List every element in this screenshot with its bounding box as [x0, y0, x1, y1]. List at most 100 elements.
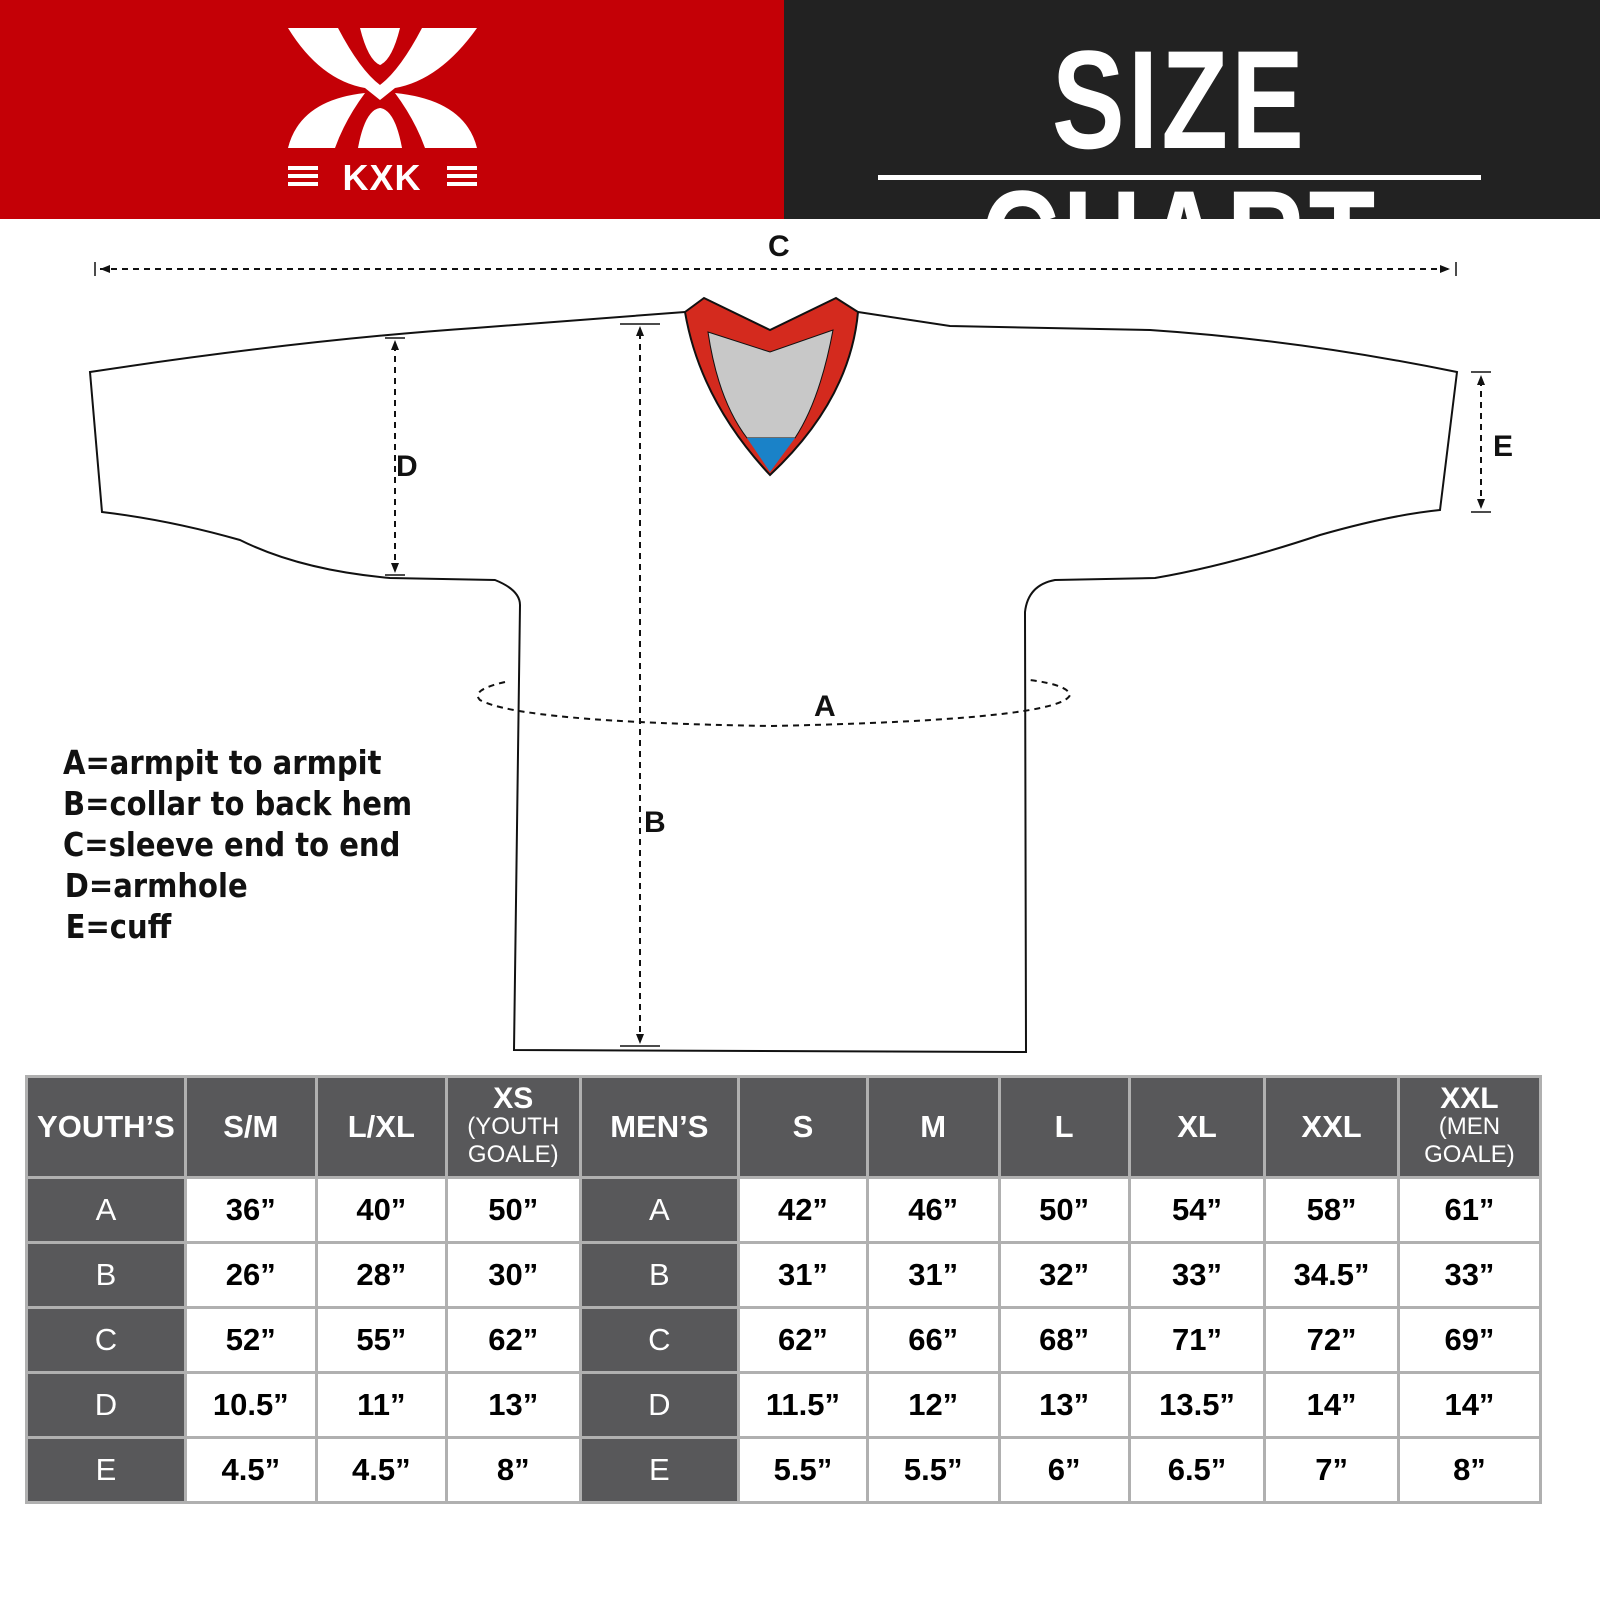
- size-header: M: [865, 1075, 1001, 1179]
- label-d: D: [396, 450, 418, 483]
- table-row: D 10.5” 11” 13” D 11.5” 12” 13” 13.5” 14” 14”: [25, 1371, 1543, 1439]
- value-cell: 13”: [997, 1371, 1131, 1439]
- header-brand-panel: KXK: [0, 0, 784, 219]
- label-e: E: [1493, 430, 1514, 463]
- row-label: D: [578, 1371, 741, 1439]
- value-cell: 30”: [444, 1241, 582, 1309]
- legend-item: C=sleeve end to end: [63, 825, 401, 864]
- table-row: E 4.5” 4.5” 8” E 5.5” 5.5” 6” 6.5” 7” 8”: [25, 1436, 1543, 1504]
- value-cell: 34.5”: [1263, 1241, 1400, 1309]
- legend-item: A=armpit to armpit: [63, 743, 382, 782]
- row-label: D: [25, 1371, 187, 1439]
- value-cell: 31”: [865, 1241, 1001, 1309]
- value-cell: 58”: [1263, 1176, 1400, 1244]
- value-cell: 13”: [444, 1371, 582, 1439]
- value-cell: 32”: [997, 1241, 1131, 1309]
- size-header-text: XXL: [1440, 1082, 1499, 1115]
- value-cell: 14”: [1396, 1371, 1543, 1439]
- jersey-diagram: [88, 262, 1491, 1054]
- value-cell: 11.5”: [737, 1371, 869, 1439]
- size-header: XXL: [1263, 1075, 1400, 1179]
- youth-header: YOUTH’S: [25, 1075, 187, 1179]
- size-header-text: XS: [493, 1082, 534, 1115]
- value-cell: 8”: [444, 1436, 582, 1504]
- value-cell: 31”: [737, 1241, 869, 1309]
- value-cell: 28”: [314, 1241, 448, 1309]
- jersey-outline: [88, 311, 1459, 1054]
- value-cell: 54”: [1127, 1176, 1267, 1244]
- table-header-row: YOUTH’S S/M L/XL XS (YOUTH GOALE) MEN’S S M L XL XX…: [25, 1075, 1543, 1179]
- table-row: A 36” 40” 50” A 42” 46” 50” 54” 58” 61”: [25, 1176, 1543, 1244]
- size-header: XS (YOUTH GOALE): [444, 1075, 582, 1179]
- value-cell: 10.5”: [183, 1371, 318, 1439]
- label-c: C: [768, 230, 790, 263]
- collar-blue: [747, 438, 795, 472]
- value-cell: 40”: [314, 1176, 448, 1244]
- size-header: XL: [1127, 1075, 1267, 1179]
- row-label: E: [578, 1436, 741, 1504]
- table-row: C 52” 55” 62” C 62” 66” 68” 71” 72” 69”: [25, 1306, 1543, 1374]
- row-label: C: [578, 1306, 741, 1374]
- value-cell: 61”: [1396, 1176, 1543, 1244]
- value-cell: 46”: [865, 1176, 1001, 1244]
- value-cell: 4.5”: [183, 1436, 318, 1504]
- value-cell: 55”: [314, 1306, 448, 1374]
- value-cell: 14”: [1263, 1371, 1400, 1439]
- value-cell: 5.5”: [865, 1436, 1001, 1504]
- size-header: XXL (MEN GOALE): [1396, 1075, 1543, 1179]
- row-label: A: [25, 1176, 187, 1244]
- value-cell: 52”: [183, 1306, 318, 1374]
- legend-item: D=armhole: [64, 866, 248, 905]
- label-a: A: [814, 690, 836, 723]
- row-label: B: [578, 1241, 741, 1309]
- size-header: S/M: [183, 1075, 318, 1179]
- label-b: B: [644, 806, 666, 839]
- value-cell: 5.5”: [737, 1436, 869, 1504]
- size-header-text: (YOUTH: [467, 1113, 560, 1140]
- value-cell: 42”: [737, 1176, 869, 1244]
- size-header: S: [737, 1075, 869, 1179]
- value-cell: 62”: [737, 1306, 869, 1374]
- value-cell: 6.5”: [1127, 1436, 1267, 1504]
- men-header: MEN’S: [578, 1075, 741, 1179]
- value-cell: 66”: [865, 1306, 1001, 1374]
- collar-inner: [707, 329, 834, 439]
- value-cell: 62”: [444, 1306, 582, 1374]
- value-cell: 72”: [1263, 1306, 1400, 1374]
- value-cell: 12”: [865, 1371, 1001, 1439]
- row-label: E: [25, 1436, 187, 1504]
- value-cell: 11”: [314, 1371, 448, 1439]
- value-cell: 8”: [1396, 1436, 1543, 1504]
- kxk-logo: KXK: [288, 28, 477, 198]
- size-header-text: (MEN: [1438, 1113, 1501, 1140]
- page-title: SIZE CHART: [980, 21, 1379, 318]
- svg-text:KXK: KXK: [342, 157, 421, 198]
- value-cell: 33”: [1127, 1241, 1267, 1309]
- value-cell: 4.5”: [314, 1436, 448, 1504]
- size-header: L: [997, 1075, 1131, 1179]
- size-header-text: GOALE): [467, 1141, 559, 1168]
- row-label: B: [25, 1241, 187, 1309]
- value-cell: 33”: [1396, 1241, 1543, 1309]
- size-table: YOUTH’S S/M L/XL XS (YOUTH GOALE) MEN’S S M L XL XX…: [25, 1075, 1543, 1504]
- row-label: A: [578, 1176, 741, 1244]
- legend-item: E=cuff: [65, 907, 172, 946]
- value-cell: 71”: [1127, 1306, 1267, 1374]
- value-cell: 6”: [997, 1436, 1131, 1504]
- value-cell: 7”: [1263, 1436, 1400, 1504]
- value-cell: 50”: [997, 1176, 1131, 1244]
- value-cell: 69”: [1396, 1306, 1543, 1374]
- row-label: C: [25, 1306, 187, 1374]
- value-cell: 68”: [997, 1306, 1131, 1374]
- legend-item: B=collar to back hem: [63, 784, 413, 823]
- value-cell: 13.5”: [1127, 1371, 1267, 1439]
- header-title-panel: [784, 0, 1600, 219]
- value-cell: 26”: [183, 1241, 318, 1309]
- title-underline: [878, 175, 1481, 180]
- table-row: B 26” 28” 30” B 31” 31” 32” 33” 34.5” 33”: [25, 1241, 1543, 1309]
- value-cell: 36”: [183, 1176, 318, 1244]
- value-cell: 50”: [444, 1176, 582, 1244]
- size-header: L/XL: [314, 1075, 448, 1179]
- size-header-text: GOALE): [1424, 1141, 1515, 1168]
- measurement-legend: A=armpit to armpit B=collar to back hem …: [63, 742, 460, 947]
